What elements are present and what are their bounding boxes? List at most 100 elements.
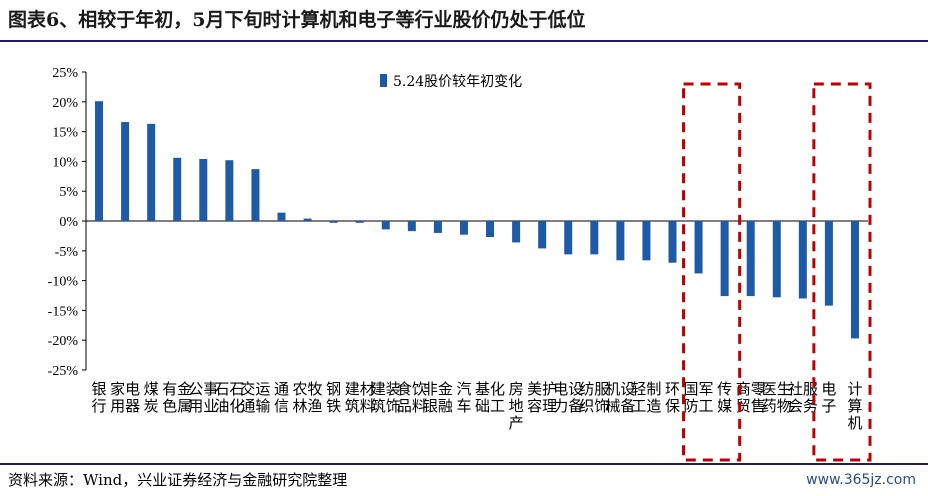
category-label: 药	[762, 397, 777, 415]
category-label: 织	[579, 397, 594, 415]
bar	[746, 221, 755, 297]
bar	[486, 221, 495, 238]
y-tick-label: -25%	[48, 364, 79, 379]
category-label: 通	[240, 397, 255, 415]
bar	[225, 160, 234, 221]
y-tick-label: -10%	[48, 275, 79, 290]
category-label: 林	[293, 397, 308, 415]
legend: 5.24股价较年初变化	[380, 73, 522, 90]
bar	[199, 159, 208, 221]
category-label: 食	[397, 380, 412, 398]
category-label: 钢	[326, 380, 341, 398]
category-label: 化	[229, 397, 244, 415]
category-label: 信	[274, 397, 289, 415]
legend-label: 5.24股价较年初变化	[393, 73, 522, 90]
category-label: 用	[188, 397, 203, 415]
category-label: 石	[229, 380, 244, 398]
category-label: 车	[456, 397, 471, 415]
category-label: 银	[423, 397, 438, 415]
bar	[121, 122, 130, 221]
category-label: 保	[665, 397, 680, 415]
category-label: 电	[553, 380, 568, 398]
category-label: 国	[684, 380, 699, 398]
category-label: 械	[605, 397, 620, 415]
bar-chart: 25%20%15%10%5%0%-5%-10%-15%-20%-25% 银行家用…	[48, 66, 872, 462]
category-label: 油	[214, 397, 229, 415]
category-label: 服	[594, 380, 609, 398]
category-label: 计	[847, 380, 862, 398]
y-tick-label: 25%	[52, 66, 78, 81]
category-label: 机	[605, 380, 620, 398]
category-label: 算	[847, 397, 862, 415]
y-tick-label: 15%	[52, 126, 78, 141]
bar	[251, 169, 260, 221]
category-label: 设	[568, 380, 583, 398]
category-label: 行	[92, 397, 107, 415]
category-label: 零	[751, 380, 766, 398]
category-label: 工	[631, 397, 646, 415]
category-label: 会	[788, 397, 803, 415]
footer-rule	[0, 463, 928, 465]
category-label: 容	[527, 397, 542, 415]
y-tick-label: 0%	[59, 215, 78, 230]
category-label: 军	[699, 380, 714, 398]
category-label: 备	[620, 397, 635, 415]
category-label: 商	[736, 380, 751, 398]
category-label: 筑	[345, 397, 360, 415]
category-label: 造	[646, 397, 661, 415]
bar	[459, 221, 468, 235]
category-label: 色	[162, 397, 177, 415]
category-label: 传	[717, 380, 732, 398]
title-rule	[0, 40, 928, 42]
bar	[772, 221, 781, 298]
category-label: 器	[125, 397, 140, 415]
bar	[616, 221, 625, 261]
category-label: 医	[762, 380, 777, 398]
bar	[798, 221, 807, 299]
category-label: 物	[777, 397, 792, 415]
category-label: 工	[699, 397, 714, 415]
category-label: 输	[255, 397, 270, 415]
bar	[303, 218, 312, 221]
bar	[824, 221, 833, 306]
category-label: 纺	[579, 380, 594, 398]
bar	[277, 212, 286, 221]
y-tick-label: -5%	[55, 245, 79, 260]
category-label: 非	[423, 380, 438, 398]
category-label: 力	[553, 397, 568, 415]
bar	[564, 221, 573, 255]
bar	[850, 221, 859, 339]
category-label: 设	[620, 380, 635, 398]
category-label: 业	[203, 397, 218, 415]
highlight-boxes	[682, 82, 872, 462]
bar	[538, 221, 547, 249]
category-label: 理	[542, 397, 557, 415]
bar	[720, 221, 729, 297]
source-note: 资料来源：Wind，兴业证券经济与金融研究院整理	[8, 471, 348, 489]
bar	[512, 221, 521, 243]
category-label: 子	[821, 397, 836, 415]
category-label: 生	[777, 380, 792, 398]
category-label: 建	[371, 380, 386, 398]
category-label: 煤	[144, 380, 159, 398]
category-label: 饮	[412, 380, 427, 398]
bar	[147, 123, 156, 221]
category-label: 售	[751, 397, 766, 415]
watermark-site: www.365jz.com	[806, 472, 916, 488]
bar	[329, 221, 338, 223]
category-label: 社	[788, 380, 803, 398]
bars	[95, 101, 859, 339]
category-label: 机	[847, 414, 862, 432]
category-label: 建	[345, 380, 360, 398]
category-label: 料	[360, 397, 375, 415]
y-tick-label: 10%	[52, 155, 78, 170]
category-label: 金	[438, 380, 453, 398]
category-label: 电	[821, 380, 836, 398]
category-label: 石	[214, 380, 229, 398]
category-label: 饰	[386, 397, 401, 415]
category-label: 环	[665, 380, 680, 398]
category-label: 公	[188, 380, 203, 398]
category-label: 筑	[371, 397, 386, 415]
category-label: 牧	[308, 380, 323, 398]
bar	[173, 157, 182, 221]
